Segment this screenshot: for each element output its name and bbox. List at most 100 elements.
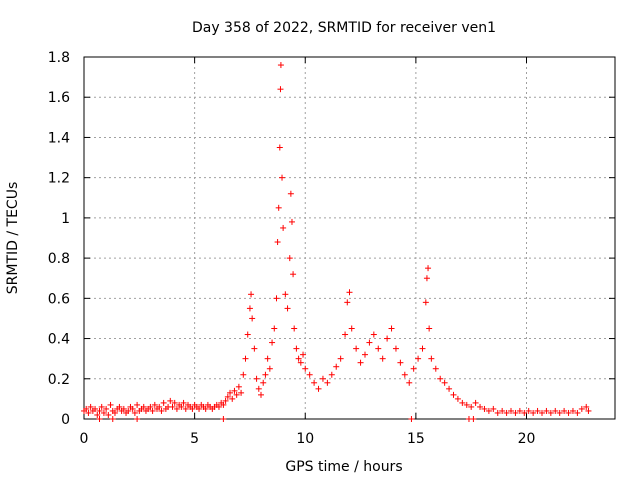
- data-point: [287, 190, 294, 197]
- data-point: [242, 355, 249, 362]
- data-point: [521, 409, 528, 416]
- data-point: [290, 271, 297, 278]
- y-tick-label: 0.8: [48, 251, 70, 267]
- data-point: [171, 399, 178, 406]
- y-tick-label: 1.4: [48, 130, 70, 146]
- data-point: [293, 345, 300, 352]
- data-point: [300, 351, 307, 358]
- x-tick-label: 0: [80, 431, 89, 447]
- data-point: [342, 331, 349, 338]
- data-point: [346, 289, 353, 296]
- data-point: [561, 407, 568, 414]
- data-point: [96, 407, 103, 414]
- data-point: [302, 365, 309, 372]
- data-point: [468, 403, 475, 410]
- data-point: [556, 409, 563, 416]
- data-point: [428, 355, 435, 362]
- data-point: [574, 409, 581, 416]
- data-point: [432, 365, 439, 372]
- data-point: [100, 409, 107, 416]
- data-point: [348, 325, 355, 332]
- data-point: [419, 345, 426, 352]
- data-point: [271, 325, 278, 332]
- y-tick-label: 0.6: [48, 291, 70, 307]
- data-point: [516, 407, 523, 414]
- data-point: [450, 391, 457, 398]
- data-point: [182, 405, 189, 412]
- x-tick-label: 20: [518, 431, 536, 447]
- data-point: [158, 407, 165, 414]
- data-point: [87, 403, 94, 410]
- data-point: [276, 144, 283, 151]
- data-point: [459, 399, 466, 406]
- data-point: [120, 405, 127, 412]
- data-point: [375, 345, 382, 352]
- data-point: [248, 291, 255, 298]
- data-point: [441, 379, 448, 386]
- data-point: [397, 359, 404, 366]
- data-point: [233, 391, 240, 398]
- data-point: [282, 291, 289, 298]
- data-point: [275, 204, 282, 211]
- tick-layer: 0 0.2 0.4 0.6 0.8 1 1.2 1.4 1.6 1.8 0 5 10 15 20: [48, 50, 615, 447]
- data-point: [547, 409, 554, 416]
- data-point: [277, 86, 284, 93]
- data-point: [297, 359, 304, 366]
- grid-layer: [84, 57, 615, 419]
- y-tick-label: 1.8: [48, 50, 70, 66]
- data-point: [470, 416, 477, 422]
- data-point: [410, 365, 417, 372]
- data-point: [425, 265, 432, 272]
- data-point: [262, 371, 269, 378]
- data-point: [167, 397, 174, 404]
- data-point: [105, 411, 112, 418]
- data-point: [423, 275, 430, 282]
- data-point: [578, 405, 585, 412]
- data-point: [156, 403, 163, 410]
- y-tick-label: 1: [61, 211, 70, 227]
- data-point: [92, 405, 99, 412]
- y-tick-label: 1.6: [48, 90, 70, 106]
- data-point: [477, 403, 484, 410]
- data-point: [494, 409, 501, 416]
- data-point: [222, 397, 229, 404]
- data-point: [337, 355, 344, 362]
- data-point: [319, 375, 326, 382]
- data-point: [83, 405, 90, 412]
- data-point: [269, 339, 276, 346]
- data-point: [583, 403, 590, 410]
- data-point: [408, 416, 415, 422]
- data-point: [333, 363, 340, 370]
- data-point: [96, 416, 103, 422]
- data-point: [238, 389, 245, 396]
- y-tick-label: 0.4: [48, 332, 70, 348]
- x-tick-label: 5: [190, 431, 199, 447]
- data-point: [315, 385, 322, 392]
- data-point: [274, 239, 281, 246]
- data-point: [284, 305, 291, 312]
- data-point: [481, 405, 488, 412]
- data-point: [324, 379, 331, 386]
- data-point: [361, 351, 368, 358]
- data-point: [169, 403, 176, 410]
- data-point: [231, 387, 238, 394]
- data-point: [273, 295, 280, 302]
- data-point: [280, 224, 287, 231]
- data-point: [295, 355, 302, 362]
- data-point: [406, 379, 413, 386]
- y-tick-label: 0.2: [48, 372, 70, 388]
- data-point: [255, 385, 262, 392]
- data-point: [344, 299, 351, 306]
- data-point: [291, 325, 298, 332]
- data-point: [202, 405, 209, 412]
- data-point: [508, 407, 515, 414]
- data-point: [151, 401, 158, 408]
- data-point: [98, 403, 105, 410]
- data-point: [485, 407, 492, 414]
- data-point: [249, 315, 256, 322]
- data-point: [277, 62, 284, 69]
- data-point: [552, 407, 559, 414]
- data-point: [370, 331, 377, 338]
- data-points: [81, 62, 592, 422]
